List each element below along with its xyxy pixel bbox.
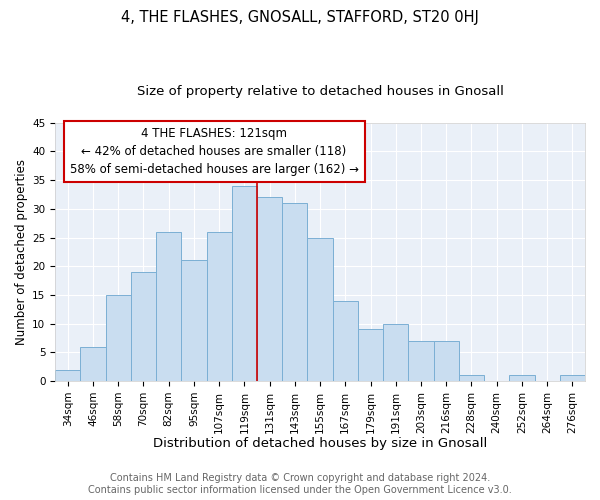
Bar xyxy=(55,370,80,381)
Bar xyxy=(257,198,282,381)
Bar xyxy=(80,346,106,381)
Text: Contains HM Land Registry data © Crown copyright and database right 2024.
Contai: Contains HM Land Registry data © Crown c… xyxy=(88,474,512,495)
Bar xyxy=(206,232,232,381)
Title: Size of property relative to detached houses in Gnosall: Size of property relative to detached ho… xyxy=(137,85,503,98)
Text: 4, THE FLASHES, GNOSALL, STAFFORD, ST20 0HJ: 4, THE FLASHES, GNOSALL, STAFFORD, ST20 … xyxy=(121,10,479,25)
Bar xyxy=(131,272,156,381)
Text: 4 THE FLASHES: 121sqm
← 42% of detached houses are smaller (118)
58% of semi-det: 4 THE FLASHES: 121sqm ← 42% of detached … xyxy=(70,126,359,176)
Bar xyxy=(156,232,181,381)
Bar xyxy=(232,186,257,381)
Bar xyxy=(383,324,409,381)
Bar xyxy=(332,300,358,381)
Bar xyxy=(181,260,206,381)
Bar xyxy=(560,375,585,381)
Bar xyxy=(358,330,383,381)
Bar xyxy=(307,238,332,381)
Bar xyxy=(282,203,307,381)
Bar xyxy=(459,375,484,381)
Y-axis label: Number of detached properties: Number of detached properties xyxy=(15,159,28,345)
Bar xyxy=(106,295,131,381)
X-axis label: Distribution of detached houses by size in Gnosall: Distribution of detached houses by size … xyxy=(153,437,487,450)
Bar xyxy=(434,341,459,381)
Bar xyxy=(409,341,434,381)
Bar xyxy=(509,375,535,381)
